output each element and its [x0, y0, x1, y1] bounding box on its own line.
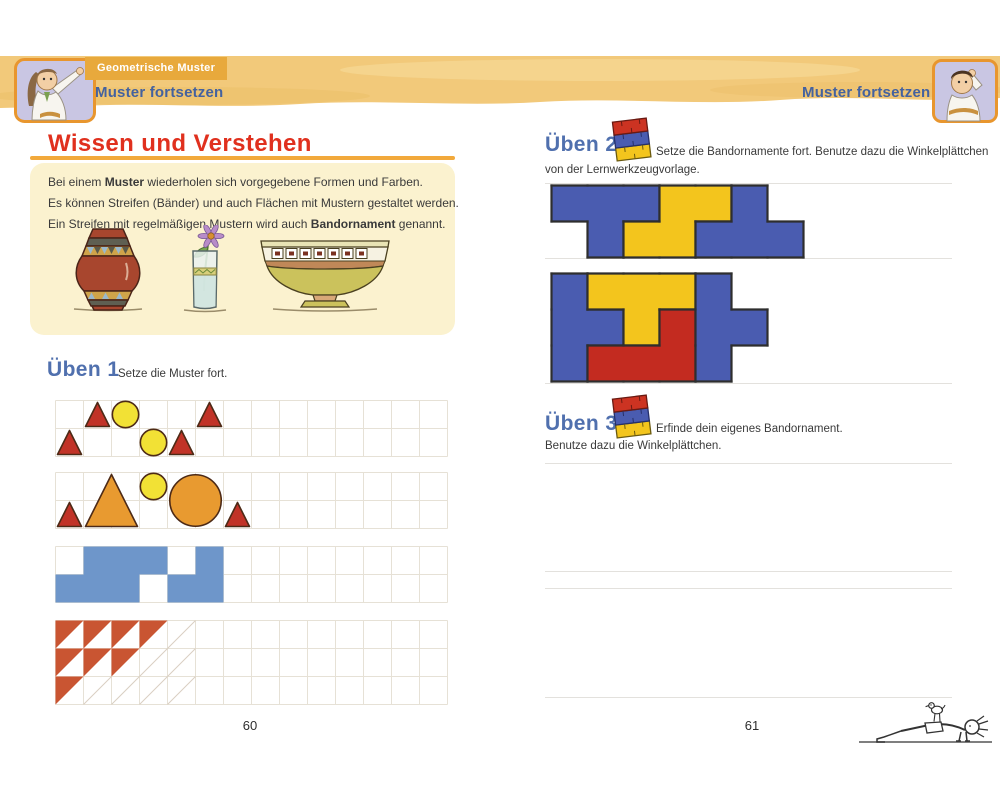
info-line-1: Bei einem Muster wiederholen sich vorgeg…	[48, 175, 423, 189]
pattern-grid-small-large-shapes	[55, 472, 448, 529]
boy-thinking-icon	[932, 59, 998, 123]
info-line-3: Ein Streifen mit regelmäßigen Mustern wi…	[48, 217, 446, 231]
orange-rule	[30, 156, 455, 160]
ruled-line	[545, 183, 952, 184]
ruled-line	[545, 463, 952, 464]
ruled-line	[545, 383, 952, 384]
ruled-line	[545, 697, 952, 698]
page-number-right: 61	[744, 718, 760, 733]
ueben2-label: Üben 2	[545, 133, 618, 156]
teacher-pointing-icon	[14, 58, 96, 123]
pattern-grid-blue-squares	[55, 546, 448, 603]
ruled-line	[545, 588, 952, 589]
pushup-kid-illustration	[859, 702, 992, 743]
patterned-pot-illustration	[73, 228, 143, 312]
flower-petals	[197, 225, 225, 248]
ueben3-instruction-line2: Benutze dazu die Winkelplättchen.	[545, 440, 722, 452]
winkelplaettchen-tiles-icon	[611, 394, 652, 439]
winkelplaettchen-tiles-icon	[611, 117, 652, 162]
knowledge-info-box: Bei einem Muster wiederholen sich vorgeg…	[30, 163, 459, 335]
info-line-2: Es können Streifen (Bänder) und auch Flä…	[48, 196, 459, 210]
bowl-square-band	[271, 248, 368, 259]
flower-vase-illustration	[183, 225, 227, 313]
ueben3-label: Üben 3	[545, 412, 618, 435]
ueben3-instruction-line1: Erfinde dein eigenes Bandornament.	[656, 423, 843, 435]
ueben2-instruction-line1: Setze die Bandornamente fort. Benutze da…	[656, 146, 989, 158]
category-tab: Geometrische Muster	[85, 57, 228, 80]
ruled-line	[545, 571, 952, 572]
ueben1-instruction: Setze die Muster fort.	[118, 368, 228, 380]
patterned-bowl-illustration	[260, 240, 390, 312]
topic-title-right: Muster fortsetzen	[802, 84, 931, 101]
bandornament-1	[550, 184, 805, 259]
pattern-grid-triangles-circles	[55, 400, 448, 457]
page-number-left: 60	[242, 718, 258, 733]
bandornament-2	[550, 272, 769, 383]
ueben1-label: Üben 1	[47, 358, 120, 381]
knowledge-section-title: Wissen und Verstehen	[48, 130, 312, 157]
ueben2-instruction-line2: von der Lernwerkzeugvorlage.	[545, 164, 700, 176]
pattern-grid-half-triangles	[55, 620, 448, 705]
topic-title-left: Muster fortsetzen	[95, 84, 224, 101]
